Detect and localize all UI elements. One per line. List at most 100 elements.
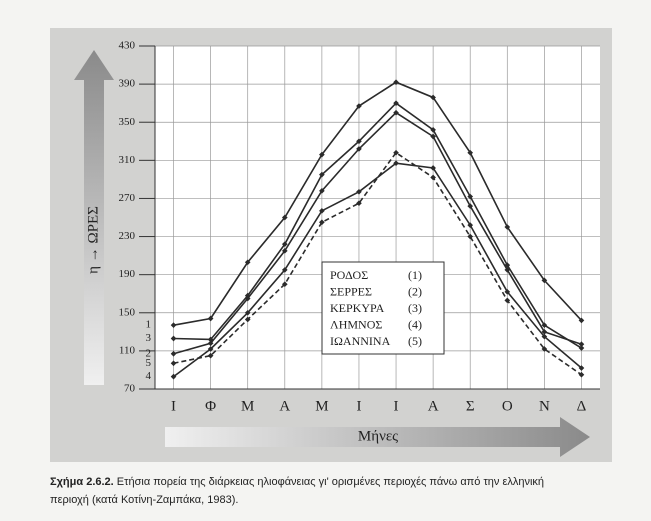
marker bbox=[430, 127, 436, 133]
x-tick-label: Α bbox=[279, 398, 290, 414]
marker bbox=[207, 336, 214, 343]
marker bbox=[541, 346, 548, 352]
y-tick-label: 390 bbox=[119, 78, 136, 90]
legend-tag: (5) bbox=[408, 334, 422, 348]
x-tick-label: Δ bbox=[577, 398, 587, 414]
marker bbox=[578, 341, 585, 348]
marker bbox=[207, 340, 214, 347]
marker bbox=[281, 267, 288, 273]
marker bbox=[541, 277, 548, 284]
y-arrow bbox=[74, 50, 114, 385]
marker bbox=[170, 322, 177, 328]
legend-tag: (4) bbox=[408, 317, 422, 331]
marker bbox=[356, 188, 362, 195]
series-line bbox=[173, 102, 582, 349]
marker bbox=[281, 241, 288, 248]
marker bbox=[319, 219, 325, 226]
x-tick-label: Ι bbox=[356, 398, 361, 414]
x-tick-label: Ν bbox=[539, 398, 550, 414]
marker bbox=[467, 149, 474, 156]
series-line bbox=[173, 111, 582, 355]
marker bbox=[467, 193, 474, 200]
x-tick-label: Φ bbox=[205, 398, 216, 414]
line-tag: 3 bbox=[146, 332, 152, 344]
caption-text-2: περιοχή (κατά Κοτίνη-Ζαμπάκα, 1983). bbox=[50, 494, 238, 506]
marker bbox=[578, 371, 585, 378]
marker bbox=[244, 292, 251, 299]
y-tick-label: 150 bbox=[119, 306, 136, 318]
legend-label: ΛΗΜΝΟΣ bbox=[330, 317, 382, 331]
series-line bbox=[173, 162, 582, 378]
marker bbox=[281, 281, 288, 288]
marker bbox=[578, 345, 585, 351]
legend-label: ΙΩΑΝΝΙΝΑ bbox=[330, 334, 391, 348]
marker bbox=[393, 160, 399, 167]
marker bbox=[207, 346, 214, 352]
marker bbox=[504, 262, 511, 268]
y-tick-label: 70 bbox=[124, 383, 136, 395]
marker bbox=[356, 103, 362, 109]
marker bbox=[504, 288, 511, 295]
caption-text: Ετήσια πορεία της διάρκειας ηλιοφάνειας … bbox=[117, 476, 544, 488]
marker bbox=[467, 222, 474, 228]
x-tick-label: Ο bbox=[502, 398, 513, 414]
marker bbox=[393, 79, 399, 86]
caption-label: Σχήμα 2.6.2. bbox=[50, 476, 114, 488]
marker bbox=[430, 94, 436, 101]
y-tick-label: 110 bbox=[119, 344, 136, 356]
x-tick-label: Ι bbox=[171, 398, 176, 414]
marker bbox=[319, 208, 325, 214]
marker bbox=[170, 360, 177, 367]
marker bbox=[170, 350, 177, 357]
marker bbox=[170, 335, 177, 342]
marker bbox=[393, 109, 399, 116]
marker bbox=[207, 352, 214, 359]
marker bbox=[244, 259, 251, 266]
legend-tag: (2) bbox=[408, 284, 422, 298]
marker bbox=[356, 138, 362, 145]
marker bbox=[319, 171, 325, 178]
series-line bbox=[173, 81, 583, 326]
x-tick-label: Ι bbox=[394, 398, 399, 414]
marker bbox=[430, 165, 436, 171]
marker bbox=[393, 149, 399, 156]
marker bbox=[281, 214, 288, 221]
legend-label: ΡΟΔΟΣ bbox=[330, 268, 368, 282]
marker bbox=[504, 224, 511, 230]
y-tick-label: 430 bbox=[119, 40, 136, 52]
series-line bbox=[173, 151, 582, 376]
line-tag: 5 bbox=[146, 357, 152, 369]
marker bbox=[578, 317, 585, 324]
marker bbox=[319, 151, 325, 158]
marker bbox=[430, 133, 436, 140]
legend-tag: (3) bbox=[408, 301, 422, 315]
marker bbox=[356, 146, 362, 152]
x-axis-label: Μήνες bbox=[358, 428, 398, 444]
legend-tag: (1) bbox=[408, 268, 422, 282]
marker bbox=[207, 315, 214, 322]
marker bbox=[244, 316, 251, 323]
x-tick-label: Μ bbox=[241, 398, 254, 414]
marker bbox=[467, 233, 474, 240]
marker bbox=[541, 333, 548, 340]
marker bbox=[319, 187, 325, 194]
caption: Σχήμα 2.6.2. Ετήσια πορεία της διάρκειας… bbox=[50, 476, 544, 488]
line-tag: 2 bbox=[146, 347, 152, 359]
y-tick-label: 350 bbox=[119, 116, 136, 128]
y-tick-label: 270 bbox=[119, 192, 136, 204]
y-axis-label: η → ΩΡΕΣ bbox=[85, 206, 101, 274]
x-arrow bbox=[165, 417, 590, 457]
legend-box bbox=[321, 261, 445, 355]
x-tick-label: Α bbox=[428, 398, 439, 414]
y-tick-label: 190 bbox=[119, 268, 136, 280]
marker bbox=[430, 174, 436, 181]
marker bbox=[356, 200, 362, 207]
marker bbox=[541, 329, 548, 335]
marker bbox=[541, 322, 548, 328]
x-tick-label: Μ bbox=[315, 398, 328, 414]
line-tag: 4 bbox=[146, 370, 152, 382]
line-tag: 1 bbox=[146, 319, 152, 331]
y-tick-label: 310 bbox=[119, 154, 136, 166]
x-tick-label: Σ bbox=[466, 398, 475, 414]
